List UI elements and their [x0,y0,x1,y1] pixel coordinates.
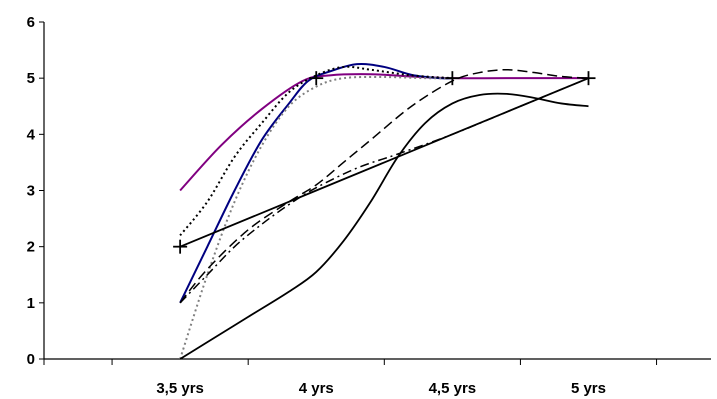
plus-marker [445,71,460,86]
plus-marker [309,71,324,86]
plus-markers [173,71,596,254]
series-line [179,92,589,360]
y-tick-label: 2 [27,239,35,256]
x-tick-labels: 3,5 yrs 4 yrs 4,5 yrs 5 yrs [156,380,606,397]
y-tick-label: 0 [27,351,35,368]
y-tick-label: 3 [27,183,35,200]
series-line [179,62,453,304]
series-line [179,73,589,192]
y-tick-label: 6 [27,14,35,31]
y-tick-label: 4 [27,126,36,143]
plus-marker [581,71,596,86]
series-line [179,77,589,304]
series-line [179,68,589,304]
plus-marker [173,239,188,254]
x-tick-label: 3,5 yrs [156,380,204,397]
x-tick-label: 4 yrs [299,380,334,397]
x-tick-label: 4,5 yrs [429,380,477,397]
series-lines [179,62,589,360]
x-tick-label: 5 yrs [571,380,606,397]
series-line [179,77,589,248]
axes [39,21,711,365]
y-tick-labels: 0 1 2 3 4 5 6 [27,14,36,368]
series-line [179,75,453,360]
y-tick-label: 5 [27,70,35,87]
y-tick-label: 1 [27,295,35,312]
